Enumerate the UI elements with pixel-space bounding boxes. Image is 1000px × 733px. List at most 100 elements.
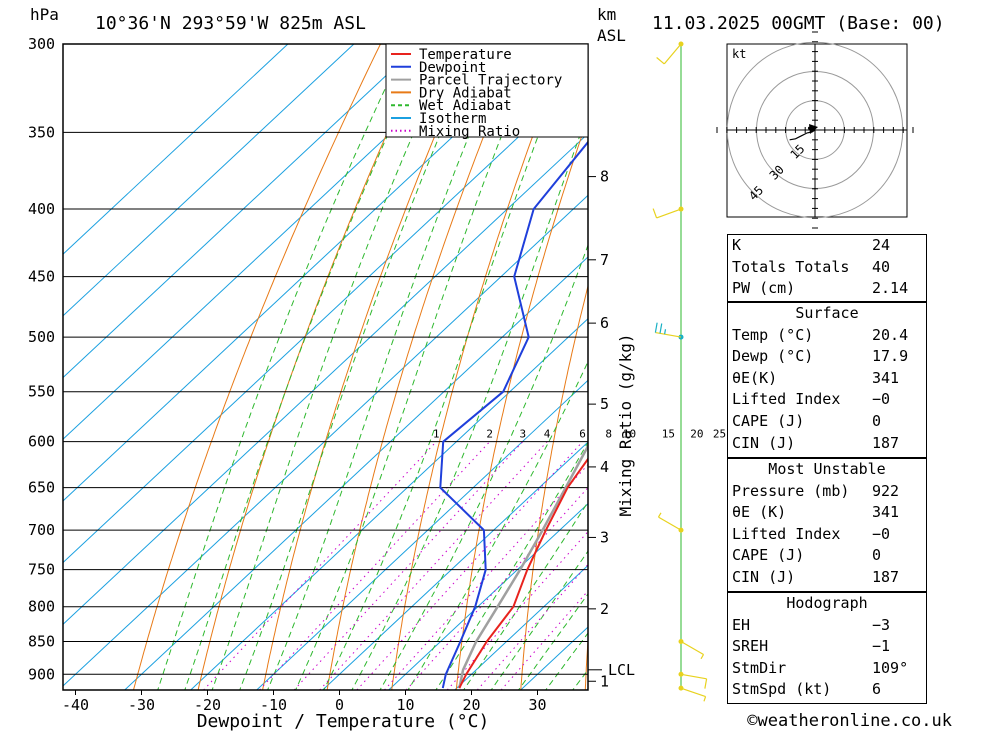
mixing-ratio-label: 10 <box>623 428 636 441</box>
mixing-ratio-label: 20 <box>690 428 703 441</box>
storm-motion-arrow <box>809 124 818 134</box>
x-tick-label: 30 <box>528 696 546 714</box>
mixing-ratio-line <box>293 441 524 690</box>
surface-title: Surface <box>795 304 859 322</box>
isotherm-line <box>63 44 355 317</box>
height-unit-label: km <box>597 5 616 24</box>
copyright-footer[interactable]: ©weatheronline.co.uk <box>747 711 952 731</box>
mixing-ratio-line <box>203 441 437 690</box>
dry-adiabat-line <box>326 44 522 690</box>
km-tick-label: 2 <box>600 600 609 618</box>
isotherm-line <box>63 44 487 440</box>
hodograph-table: Hodograph EH −3 SREH −1 StmDir 109° StmSpd … <box>727 592 927 704</box>
height-unit-label-asl: ASL <box>597 26 626 45</box>
mixing-ratio-line <box>356 441 583 690</box>
dry-adiabat-line <box>584 632 588 690</box>
dry-adiabat-line <box>953 44 989 690</box>
legend-label: Temperature <box>419 47 512 63</box>
wind-barb-staff <box>658 516 682 531</box>
dry-adiabat-line <box>133 44 381 690</box>
wind-barbs <box>652 41 708 702</box>
wet-adiabat-line <box>517 593 588 690</box>
location-title: 10°36'N 293°59'W 825m ASL <box>95 13 366 34</box>
mixing-ratio-label: 6 <box>579 428 586 441</box>
mixing-ratio-label: 3 <box>519 428 526 441</box>
x-tick-label: 0 <box>335 696 344 714</box>
wind-barb-flag <box>656 57 665 65</box>
hodograph-unit-label: kt <box>732 47 746 61</box>
pressure-tick-label: 700 <box>28 521 55 539</box>
pressure-tick-label: 550 <box>28 383 55 401</box>
pressure-tick-label: 350 <box>28 123 55 141</box>
valid-time-title: 11.03.2025 00GMT (Base: 00) <box>652 13 945 34</box>
index-row-pw: PW (cm) 2.14 <box>732 279 909 298</box>
mu-row: CIN (J) 187 <box>732 567 900 586</box>
isotherm-line <box>190 317 588 690</box>
profiles <box>439 140 588 689</box>
index-row-totals: Totals Totals 40 <box>732 257 891 276</box>
km-tick-label: 1 <box>600 672 609 690</box>
surface-table: Surface Temp (°C) 20.4 Dewp (°C) 17.9 θE(K… <box>727 302 927 458</box>
lcl-label: LCL <box>608 661 635 679</box>
wet-adiabat-line <box>295 44 539 690</box>
mixing-ratio-label: 8 <box>605 428 612 441</box>
mixing-ratio-label: 1 <box>433 428 440 441</box>
wind-barb-staff <box>656 208 682 219</box>
most-unstable-table: Most Unstable Pressure (mb) 922 θE (K) 341… <box>727 458 927 592</box>
wet-adiabat-line <box>184 44 430 690</box>
surface-row: Temp (°C) 20.4 <box>732 325 909 344</box>
legend-label: Parcel Trajectory <box>419 73 562 89</box>
pressure-tick-label: 500 <box>28 328 55 346</box>
wind-barb-flag <box>703 696 707 702</box>
mixing-ratio-label: 4 <box>544 428 551 441</box>
mixing-ratio-label: 15 <box>662 428 675 441</box>
mu-row: Pressure (mb) 922 <box>732 481 900 500</box>
series-line-parcel-trajectory <box>458 443 588 689</box>
dry-adiabat-line <box>262 44 475 690</box>
km-tick-label: 7 <box>600 251 609 269</box>
x-tick-label: -20 <box>194 696 221 714</box>
km-tick-label: 5 <box>600 395 609 413</box>
mu-row: Lifted Index −0 <box>732 524 891 543</box>
wind-barb-staff <box>655 331 682 338</box>
wet-adiabat-line <box>462 501 588 690</box>
index-row-k: K 24 <box>732 236 891 254</box>
isotherm-line <box>63 44 421 379</box>
pressure-unit-label: hPa <box>30 5 59 24</box>
km-tick-label: 4 <box>600 458 609 476</box>
km-tick-label: 6 <box>600 314 609 332</box>
x-tick-label: -30 <box>128 696 155 714</box>
dry-adiabat-line <box>391 44 568 690</box>
x-tick-label: 10 <box>396 696 414 714</box>
x-tick-label: 20 <box>462 696 480 714</box>
km-tick-label: 3 <box>600 528 609 546</box>
mu-row: θE (K) 341 <box>732 503 900 522</box>
surface-row: CAPE (J) 0 <box>732 411 882 430</box>
isotherm-line <box>256 379 588 690</box>
wind-barb-flag <box>704 678 708 689</box>
isotherm-line <box>454 564 588 690</box>
legend-label: Isotherm <box>419 111 486 127</box>
hodo-row: StmSpd (kt) 6 <box>732 680 882 699</box>
wet-adiabat-line <box>490 550 588 690</box>
wind-barb-staff <box>680 673 707 680</box>
x-tick-label: -10 <box>260 696 287 714</box>
wind-barb-staff <box>680 687 706 698</box>
wet-adiabat-line <box>407 360 588 690</box>
dry-adiabat-line <box>197 44 428 690</box>
isotherm-line <box>63 132 588 625</box>
hodo-row: SREH −1 <box>732 637 891 656</box>
mixing-ratio-line <box>384 463 588 690</box>
plot-frame <box>62 43 589 691</box>
wind-barb-flag <box>654 322 658 333</box>
isotherm-line <box>63 44 289 255</box>
pressure-tick-label: 750 <box>28 561 55 579</box>
pressure-tick-label: 450 <box>28 268 55 286</box>
x-axis-title: Dewpoint / Temperature (°C) <box>197 711 490 732</box>
hodograph-title: Hodograph <box>786 594 868 612</box>
pressure-tick-label: 850 <box>28 632 55 650</box>
mixing-ratio-axis-title: Mixing Ratio (g/kg) <box>616 333 635 516</box>
legend-label: Mixing Ratio <box>419 124 520 140</box>
